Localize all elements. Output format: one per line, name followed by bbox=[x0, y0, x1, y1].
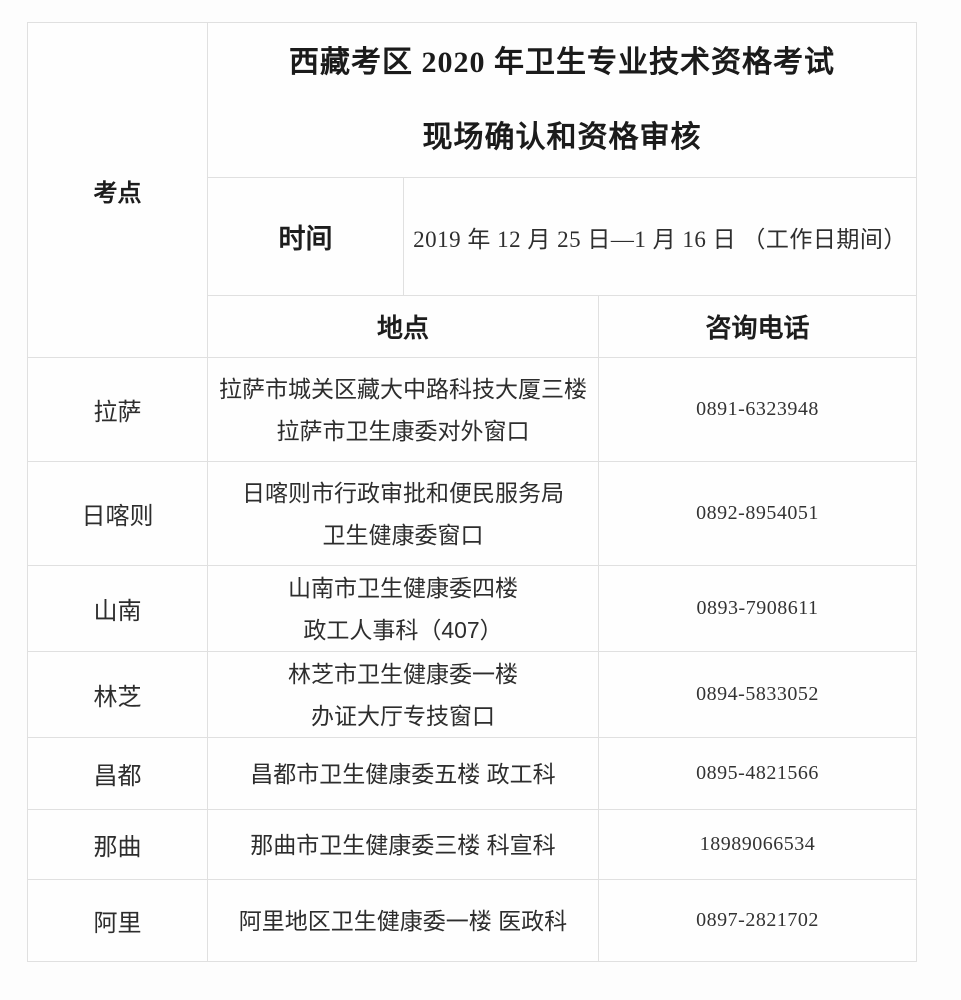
address-line: 拉萨市卫生康委对外窗口 bbox=[276, 417, 530, 444]
table-row: 阿里 阿里地区卫生健康委一楼 医政科 0897-2821702 bbox=[27, 879, 918, 962]
address-line: 政工人事科（407） bbox=[303, 616, 503, 643]
address-line: 日喀则市行政审批和便民服务局 bbox=[242, 479, 564, 506]
exam-site-name: 林芝 bbox=[27, 651, 208, 738]
table-row: 林芝 林芝市卫生健康委一楼 办证大厅专技窗口 0894-5833052 bbox=[27, 651, 918, 738]
time-row: 时间 2019 年 12 月 25 日—1 月 16 日 （工作日期间） bbox=[28, 177, 918, 296]
phone-number: 0892-8954051 bbox=[597, 461, 918, 566]
exam-site-name: 那曲 bbox=[27, 809, 208, 880]
phone-number: 0891-6323948 bbox=[597, 357, 918, 462]
exam-site-name: 昌都 bbox=[27, 737, 208, 810]
phone-number: 0894-5833052 bbox=[597, 651, 918, 738]
table-title-cell: 西藏考区 2020 年卫生专业技术资格考试 现场确认和资格审核 bbox=[206, 22, 918, 178]
exam-site-name: 阿里 bbox=[27, 879, 208, 962]
table-row: 日喀则 日喀则市行政审批和便民服务局 卫生健康委窗口 0892-8954051 bbox=[27, 461, 918, 566]
phone-number: 18989066534 bbox=[597, 809, 918, 880]
exam-site-name: 日喀则 bbox=[27, 461, 208, 566]
address-line: 林芝市卫生健康委一楼 bbox=[288, 660, 518, 687]
table-title-line-1: 西藏考区 2020 年卫生专业技术资格考试 bbox=[289, 46, 835, 79]
address-cell: 日喀则市行政审批和便民服务局 卫生健康委窗口 bbox=[207, 461, 599, 566]
address-cell: 昌都市卫生健康委五楼 政工科 bbox=[207, 737, 599, 810]
table-row: 那曲 那曲市卫生健康委三楼 科宣科 18989066534 bbox=[27, 809, 918, 880]
address-line: 卫生健康委窗口 bbox=[322, 521, 484, 548]
table-row: 拉萨 拉萨市城关区藏大中路科技大厦三楼 拉萨市卫生康委对外窗口 0891-6323… bbox=[27, 357, 918, 462]
address-line: 阿里地区卫生健康委一楼 医政科 bbox=[238, 907, 568, 934]
address-cell: 山南市卫生健康委四楼 政工人事科（407） bbox=[207, 565, 599, 652]
phone-column-header: 咨询电话 bbox=[597, 295, 918, 358]
time-value: 2019 年 12 月 25 日—1 月 16 日 （工作日期间） bbox=[402, 177, 918, 296]
address-cell: 拉萨市城关区藏大中路科技大厦三楼 拉萨市卫生康委对外窗口 bbox=[207, 357, 599, 462]
address-line: 那曲市卫生健康委三楼 科宣科 bbox=[250, 831, 556, 858]
address-cell: 阿里地区卫生健康委一楼 医政科 bbox=[207, 879, 599, 962]
address-line: 昌都市卫生健康委五楼 政工科 bbox=[250, 760, 556, 787]
exam-site-name: 山南 bbox=[27, 565, 208, 652]
table-body: 考点 西藏考区 2020 年卫生专业技术资格考试 现场确认和资格审核 时间 20… bbox=[27, 22, 918, 962]
address-cell: 林芝市卫生健康委一楼 办证大厅专技窗口 bbox=[207, 651, 599, 738]
address-line: 拉萨市城关区藏大中路科技大厦三楼 bbox=[219, 375, 587, 402]
address-line: 山南市卫生健康委四楼 bbox=[288, 574, 518, 601]
phone-number: 0897-2821702 bbox=[597, 879, 918, 962]
exam-confirmation-table: 考点 西藏考区 2020 年卫生专业技术资格考试 现场确认和资格审核 时间 20… bbox=[27, 22, 918, 962]
address-line: 办证大厅专技窗口 bbox=[311, 702, 495, 729]
address-cell: 那曲市卫生健康委三楼 科宣科 bbox=[207, 809, 599, 880]
time-label: 时间 bbox=[207, 177, 404, 296]
table-title-line-2: 现场确认和资格审核 bbox=[422, 121, 702, 154]
location-column-header: 地点 bbox=[207, 295, 599, 358]
phone-number: 0893-7908611 bbox=[597, 565, 918, 652]
table-row: 山南 山南市卫生健康委四楼 政工人事科（407） 0893-7908611 bbox=[27, 565, 918, 652]
title-row: 考点 西藏考区 2020 年卫生专业技术资格考试 现场确认和资格审核 bbox=[27, 22, 918, 358]
phone-number: 0895-4821566 bbox=[597, 737, 918, 810]
table-row: 昌都 昌都市卫生健康委五楼 政工科 0895-4821566 bbox=[27, 737, 918, 810]
exam-site-name: 拉萨 bbox=[27, 357, 208, 462]
exam-site-column-header: 考点 bbox=[27, 22, 208, 358]
